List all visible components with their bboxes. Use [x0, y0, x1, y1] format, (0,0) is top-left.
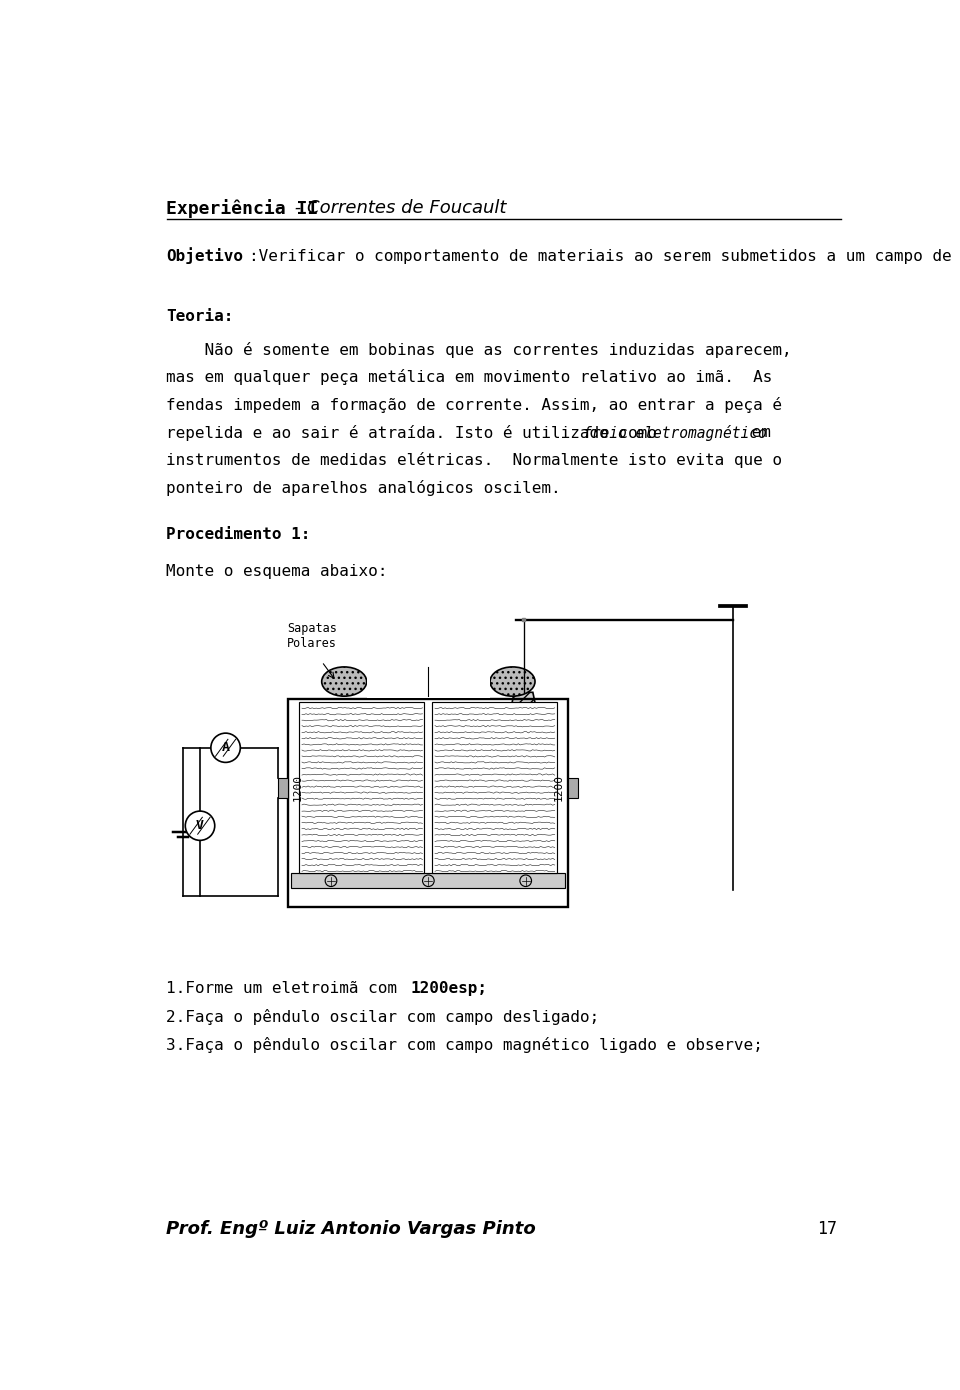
Text: - Correntes de Foucault: - Correntes de Foucault	[289, 199, 506, 217]
Bar	[292, 873, 565, 888]
Text: Prof. Engº Luiz Antonio Vargas Pinto: Prof. Engº Luiz Antonio Vargas Pinto	[166, 1220, 537, 1238]
Text: 2.Faça o pêndulo oscilar com campo desligado;: 2.Faça o pêndulo oscilar com campo desli…	[166, 1009, 600, 1026]
Text: :Verificar o comportamento de materiais ao serem submetidos a um campo de magnét: :Verificar o comportamento de materiais …	[250, 247, 960, 264]
Text: Objetivo: Objetivo	[166, 247, 244, 264]
Text: instrumentos de medidas elétricas.  Normalmente isto evita que o: instrumentos de medidas elétricas. Norma…	[166, 453, 782, 468]
Text: Monte o esquema abaixo:: Monte o esquema abaixo:	[166, 564, 388, 580]
Text: ponteiro de aparelhos analógicos oscilem.: ponteiro de aparelhos analógicos oscilem…	[166, 480, 562, 496]
Bar	[521, 619, 525, 621]
Text: V: V	[196, 819, 204, 833]
Text: mas em qualquer peça metálica em movimento relativo ao imã.  As: mas em qualquer peça metálica em movimen…	[166, 370, 773, 385]
Ellipse shape	[322, 667, 367, 696]
Text: fendas impedem a formação de corrente. Assim, ao entrar a peça é: fendas impedem a formação de corrente. A…	[166, 398, 782, 413]
Bar	[367, 666, 490, 698]
Text: repelida e ao sair é atraída. Isto é utilizado como: repelida e ao sair é atraída. Isto é uti…	[166, 425, 667, 441]
Text: 17: 17	[817, 1220, 837, 1238]
Circle shape	[211, 733, 240, 762]
Text: Teoria:: Teoria:	[166, 309, 234, 324]
Bar	[288, 699, 568, 908]
Bar	[300, 702, 424, 873]
Text: freio eletromagnético: freio eletromagnético	[583, 425, 766, 441]
Text: 1200: 1200	[293, 774, 302, 801]
Text: Sapatas
Polares: Sapatas Polares	[287, 621, 337, 651]
Circle shape	[185, 812, 215, 841]
Text: em: em	[741, 425, 771, 439]
Text: 3.Faça o pêndulo oscilar com campo magnético ligado e observe;: 3.Faça o pêndulo oscilar com campo magné…	[166, 1037, 763, 1052]
Text: Não é somente em bobinas que as correntes induzidas aparecem,: Não é somente em bobinas que as corrente…	[166, 342, 792, 357]
Text: 1.Forme um eletroimã com: 1.Forme um eletroimã com	[166, 981, 407, 997]
Bar	[278, 777, 288, 798]
Text: A: A	[222, 741, 229, 755]
Bar	[432, 702, 558, 873]
Polygon shape	[503, 692, 543, 744]
Text: Procedimento 1:: Procedimento 1:	[166, 527, 311, 542]
Text: 1200: 1200	[554, 774, 564, 801]
Text: Experiência II: Experiência II	[166, 199, 319, 218]
Bar	[568, 777, 579, 798]
Ellipse shape	[490, 667, 535, 696]
Text: 1200esp;: 1200esp;	[411, 981, 488, 997]
